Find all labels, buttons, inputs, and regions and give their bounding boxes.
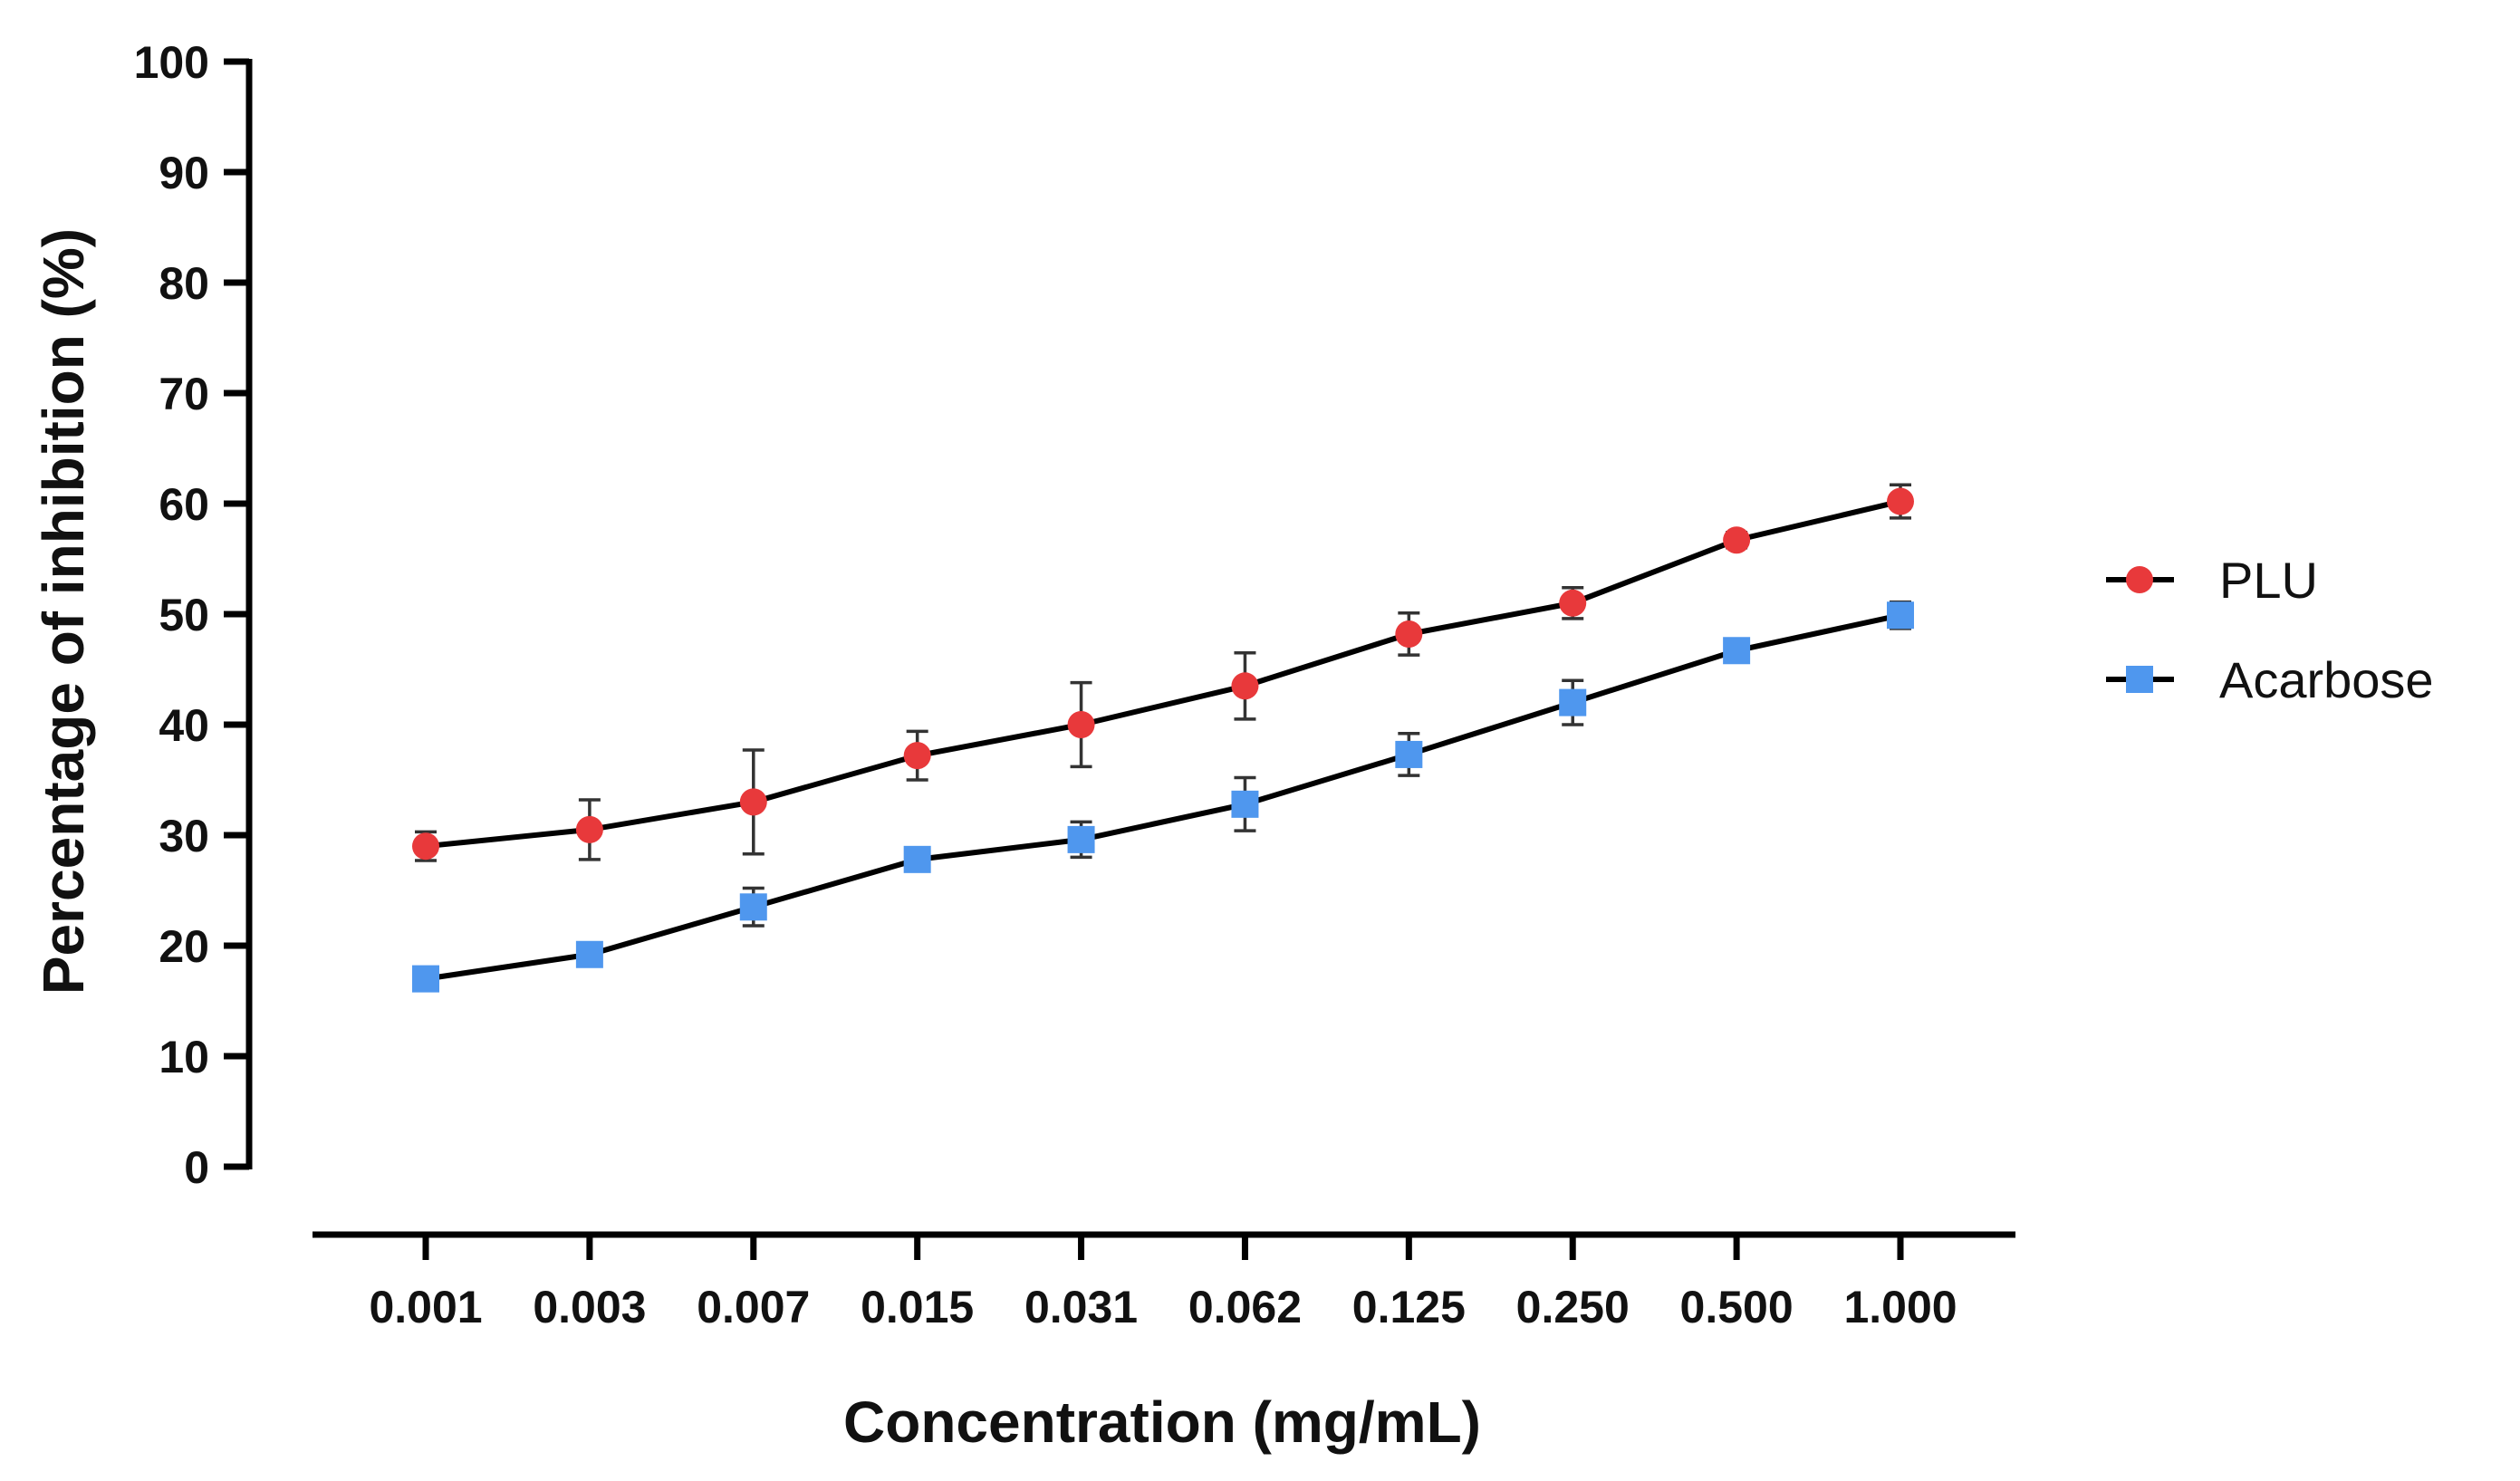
x-tick-label: 0.125 xyxy=(1352,1282,1466,1332)
series-line-plu xyxy=(425,498,1901,850)
y-tick-label: 50 xyxy=(159,590,209,640)
data-point-acarbose xyxy=(412,965,439,993)
x-tick-label: 0.007 xyxy=(697,1282,810,1332)
data-point-plu xyxy=(1395,620,1423,648)
data-point-plu xyxy=(1723,526,1751,554)
data-point-plu xyxy=(1231,672,1259,700)
data-point-plu xyxy=(903,742,931,770)
data-point-plu xyxy=(1559,589,1587,617)
legend-marker-acarbose xyxy=(2126,666,2153,693)
series-acarbose xyxy=(412,600,1914,993)
legend-label-plu: PLU xyxy=(2219,552,2318,609)
x-tick-label: 0.001 xyxy=(369,1282,482,1332)
x-axis: 0.001 0.003 0.007 0.015 0.031 0.062 0.125 0.250… xyxy=(313,1231,2015,1332)
data-point-plu xyxy=(412,832,439,861)
y-tick-label: 30 xyxy=(159,811,209,861)
x-tick-label: 0.015 xyxy=(861,1282,974,1332)
y-tick-label: 60 xyxy=(159,479,209,530)
data-point-acarbose xyxy=(1067,825,1095,853)
y-axis-title: Percentage of inhibition (%) xyxy=(31,228,96,995)
data-point-acarbose xyxy=(903,845,931,873)
series-line-acarbose xyxy=(425,612,1901,982)
x-tick-label: 0.250 xyxy=(1516,1282,1630,1332)
data-point-plu xyxy=(1887,487,1914,515)
data-point-acarbose xyxy=(575,940,603,968)
y-tick-label: 100 xyxy=(134,37,209,88)
data-point-acarbose xyxy=(1723,637,1751,665)
x-tick-label: 0.500 xyxy=(1680,1282,1794,1332)
legend: PLU Acarbose xyxy=(2106,552,2434,708)
data-point-acarbose xyxy=(1887,601,1914,630)
legend-marker-plu xyxy=(2126,566,2153,593)
data-point-plu xyxy=(739,788,767,816)
data-point-plu xyxy=(575,815,603,843)
y-tick-label: 40 xyxy=(159,700,209,751)
legend-label-acarbose: Acarbose xyxy=(2219,651,2434,708)
x-tick-label: 0.003 xyxy=(533,1282,646,1332)
y-tick-label: 20 xyxy=(159,921,209,972)
data-point-plu xyxy=(1067,711,1095,738)
x-tick-label: 1.000 xyxy=(1843,1282,1957,1332)
data-point-acarbose xyxy=(739,893,767,921)
x-tick-label: 0.031 xyxy=(1024,1282,1138,1332)
y-tick-label: 80 xyxy=(159,258,209,309)
data-point-acarbose xyxy=(1231,790,1259,818)
x-axis-title: Concentration (mg/mL) xyxy=(843,1390,1481,1455)
y-axis: 0 10 20 30 40 50 60 70 80 90 100 xyxy=(134,37,253,1193)
y-tick-label: 0 xyxy=(184,1142,209,1193)
data-point-acarbose xyxy=(1395,740,1423,768)
y-tick-label: 10 xyxy=(159,1032,209,1082)
x-tick-label: 0.062 xyxy=(1188,1282,1302,1332)
y-tick-label: 90 xyxy=(159,148,209,198)
y-tick-label: 70 xyxy=(159,369,209,419)
data-point-acarbose xyxy=(1559,688,1587,716)
series-plu xyxy=(412,483,1914,862)
series-layer xyxy=(412,483,1914,993)
